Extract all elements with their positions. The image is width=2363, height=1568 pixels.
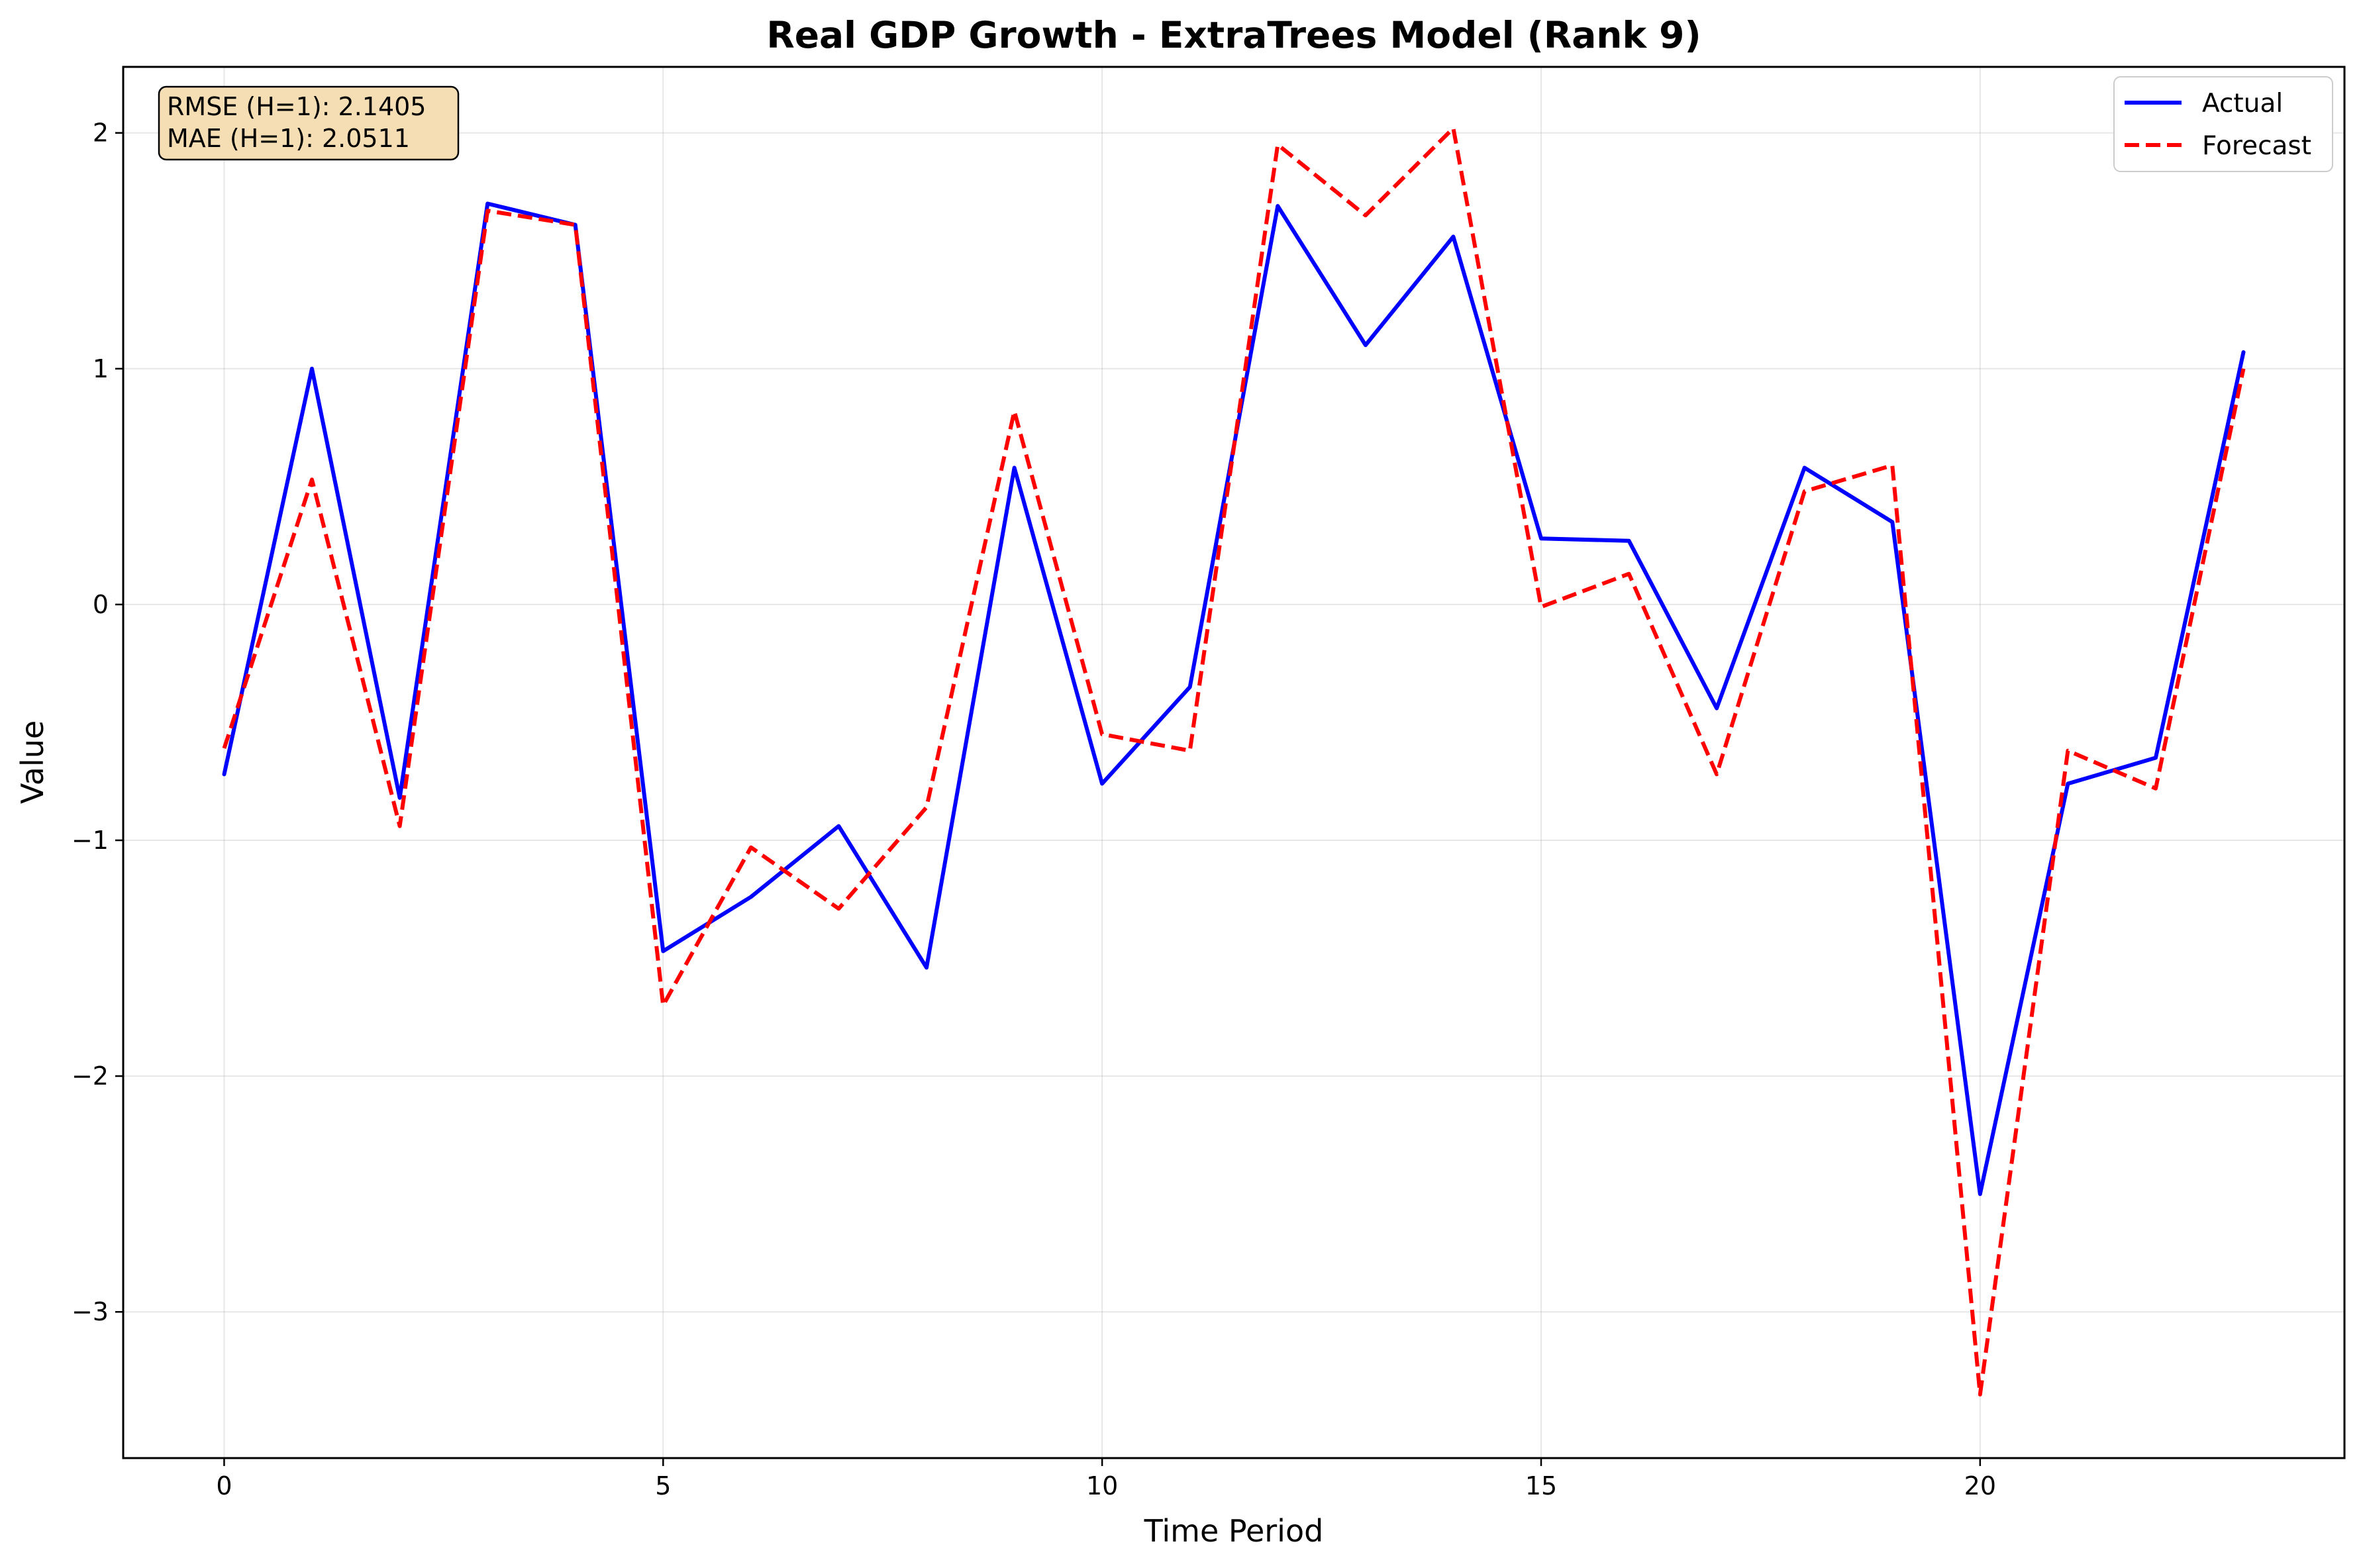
y-tick-label: −3 [72, 1297, 109, 1326]
metrics-box-background [158, 85, 460, 161]
x-tick-label: 10 [1086, 1471, 1118, 1500]
metrics-box: RMSE (H=1): 2.1405 MAE (H=1): 2.0511 [158, 85, 460, 161]
y-tick-label: −2 [72, 1061, 109, 1091]
y-tick-label: 0 [93, 590, 109, 619]
x-tick-label: 20 [1964, 1471, 1996, 1500]
series-line-forecast [222, 126, 2246, 1396]
x-axis-label: Time Period [1144, 1513, 1324, 1549]
y-tick-label: −1 [72, 826, 109, 855]
y-tick-label: 2 [93, 119, 109, 148]
series-layer [222, 126, 2246, 1396]
plot-frame [122, 66, 2346, 1459]
legend-box [2113, 76, 2333, 172]
grid [123, 67, 2344, 1458]
x-tick-label: 5 [655, 1471, 671, 1500]
legend: Actual Forecast [2113, 76, 2333, 172]
x-tick-label: 15 [1525, 1471, 1557, 1500]
y-tick-label: 1 [93, 354, 109, 383]
chart-title: Real GDP Growth - ExtraTrees Model (Rank… [766, 14, 1701, 56]
metrics-mae: MAE (H=1): 2.0511 [167, 124, 410, 153]
legend-label-forecast: Forecast [2202, 131, 2311, 161]
metrics-rmse: RMSE (H=1): 2.1405 [167, 92, 427, 121]
y-axis-label: Value [15, 720, 50, 804]
legend-label-actual: Actual [2202, 89, 2283, 119]
x-tick-label: 0 [216, 1471, 232, 1500]
